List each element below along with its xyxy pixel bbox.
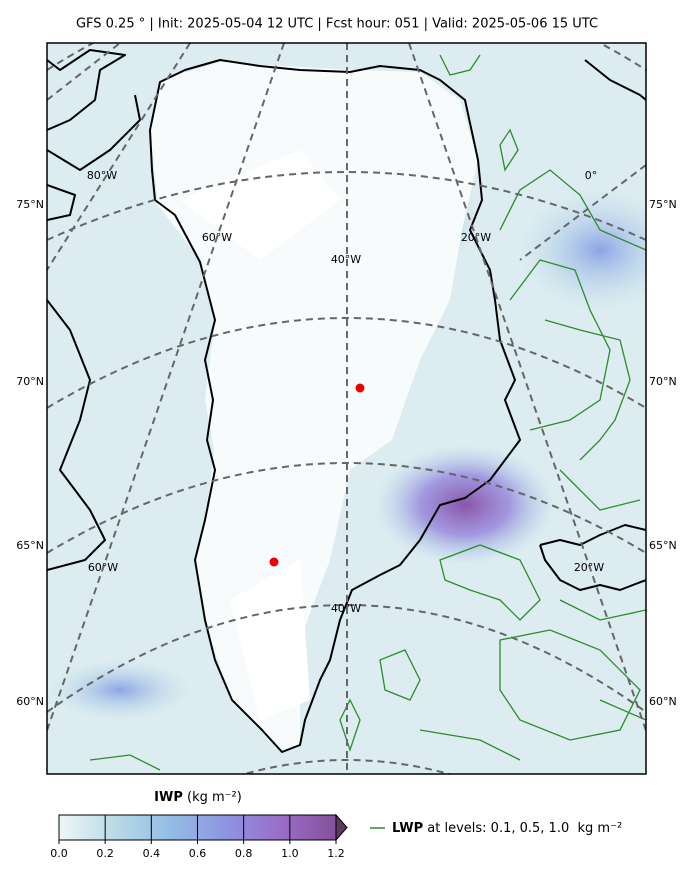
marker (269, 557, 279, 567)
iwp-area (520, 190, 646, 310)
marker (355, 383, 365, 393)
lat-label: 60°N (649, 695, 677, 708)
coastline (149, 59, 521, 753)
colorbar-tick-label: 0.4 (143, 847, 161, 860)
lwp-contour (89, 54, 646, 771)
colorbar-extension (335, 813, 348, 842)
lon-label: 40°W (331, 602, 361, 615)
lon-label: 20°W (461, 231, 491, 244)
no-data (180, 150, 340, 720)
colorbar-unit: (kg m⁻²) (187, 790, 242, 805)
title: GFS 0.25 ° | Init: 2025-05-04 12 UTC | F… (76, 17, 598, 32)
map-frame (46, 42, 647, 775)
colorbar-label: IWP (154, 790, 183, 805)
iwp-area (50, 660, 190, 720)
colorbar-tick-label: 0.2 (96, 847, 114, 860)
lat-label: 60°N (16, 695, 44, 708)
lon-label: 40°W (331, 253, 361, 266)
lon-label: 20°W (574, 561, 604, 574)
coastline (47, 49, 646, 591)
iwp-area (375, 445, 555, 565)
colorbar-tick-label: 0.0 (50, 847, 68, 860)
lon-label: 80°W (87, 169, 117, 182)
map (47, 43, 646, 774)
legend-label: LWP (392, 821, 423, 836)
colorbar-tick-label: 1.0 (281, 847, 299, 860)
lat-label: 70°N (649, 375, 677, 388)
lat-label: 75°N (649, 198, 677, 211)
legend-text: LWP at levels: 0.1, 0.5, 1.0 kg m⁻² (392, 821, 622, 836)
lat-label: 65°N (16, 539, 44, 552)
colorbar-tick-label: 0.6 (189, 847, 207, 860)
graticule (47, 43, 646, 774)
lat-label: 75°N (16, 198, 44, 211)
colorbar-tick-label: 1.2 (327, 847, 345, 860)
lon-label: 60°W (88, 561, 118, 574)
colorbar-tick-label: 0.8 (235, 847, 253, 860)
colorbar-title: IWP (kg m⁻²) (154, 790, 242, 805)
lon-label: 60°W (202, 231, 232, 244)
lon-label: 0° (585, 169, 598, 182)
lat-label: 70°N (16, 375, 44, 388)
lat-label: 65°N (649, 539, 677, 552)
legend-levels: at levels: 0.1, 0.5, 1.0 kg m⁻² (423, 821, 622, 836)
